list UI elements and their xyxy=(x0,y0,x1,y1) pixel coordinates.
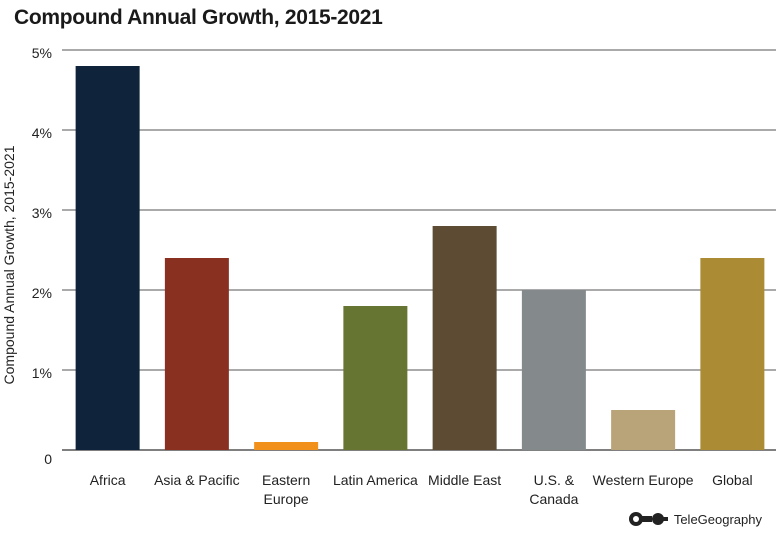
x-tick-label: Global xyxy=(712,472,752,488)
bars xyxy=(75,66,765,450)
bar xyxy=(75,66,140,450)
y-tick-label: 5% xyxy=(32,45,52,61)
telegeography-logo-icon xyxy=(628,512,668,526)
x-tick-label: Asia & Pacific xyxy=(154,472,240,488)
chart-title: Compound Annual Growth, 2015-2021 xyxy=(14,6,383,29)
y-tick-labels: 0 1% 2% 3% 4% 5% xyxy=(32,45,52,467)
x-tick-labels: Africa Asia & Pacific Eastern Europe Latin A… xyxy=(90,472,753,507)
x-tick-label: Latin America xyxy=(333,472,418,488)
x-tick-label: Western Europe xyxy=(593,472,694,488)
y-axis-label: Compound Annual Growth, 2015-2021 xyxy=(1,145,17,384)
x-tick-label: Middle East xyxy=(428,472,501,488)
source-name: TeleGeography xyxy=(673,511,762,527)
bar xyxy=(611,410,676,450)
y-tick-label: 0 xyxy=(44,451,52,467)
bar xyxy=(164,258,229,450)
y-tick-label: 4% xyxy=(32,125,52,141)
x-tick-label: Eastern Europe xyxy=(262,472,310,507)
bar xyxy=(521,290,586,450)
bar xyxy=(432,226,497,450)
x-tick-label: Africa xyxy=(90,472,126,488)
y-tick-label: 2% xyxy=(32,285,52,301)
bar xyxy=(254,442,319,450)
y-tick-label: 1% xyxy=(32,365,52,381)
bar xyxy=(343,306,408,450)
x-tick-label: U.S. & Canada xyxy=(529,472,578,507)
source-logo: TeleGeography xyxy=(628,511,762,527)
bar xyxy=(700,258,765,450)
y-tick-label: 3% xyxy=(32,205,52,221)
